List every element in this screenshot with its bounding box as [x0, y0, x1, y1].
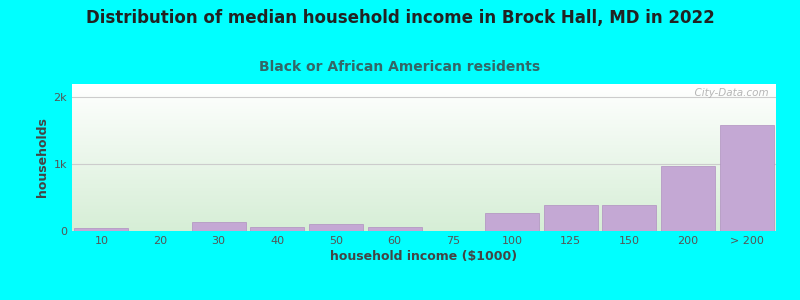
Bar: [192, 222, 246, 231]
Bar: [485, 213, 539, 231]
Bar: [602, 205, 656, 231]
Text: Distribution of median household income in Brock Hall, MD in 2022: Distribution of median household income …: [86, 9, 714, 27]
Text: City-Data.com: City-Data.com: [688, 88, 769, 98]
Bar: [720, 125, 774, 231]
Bar: [661, 166, 715, 231]
Bar: [250, 227, 304, 231]
Bar: [544, 205, 598, 231]
Text: Black or African American residents: Black or African American residents: [259, 60, 541, 74]
Bar: [74, 228, 128, 231]
Bar: [309, 224, 363, 231]
Y-axis label: households: households: [36, 118, 50, 197]
Bar: [368, 227, 422, 231]
X-axis label: household income ($1000): household income ($1000): [330, 250, 518, 263]
